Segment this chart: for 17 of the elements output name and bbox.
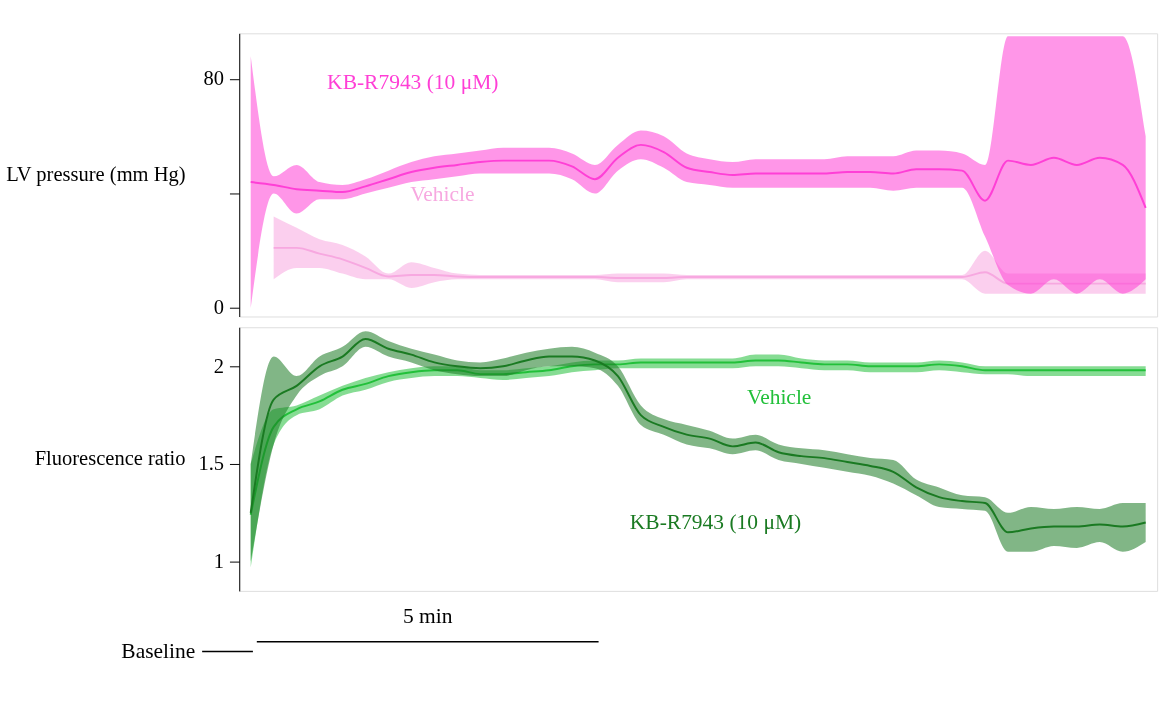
text: 5 min xyxy=(402,604,453,629)
y-tick-label: 1.5 xyxy=(198,452,225,475)
text: KB-R7943 (10 μM) xyxy=(327,69,499,94)
series-label: Vehicle xyxy=(747,385,812,410)
y-tick-label: 1 xyxy=(213,549,225,572)
line-series xyxy=(249,143,1147,209)
text: KB-R7943 (10 μM) xyxy=(629,510,802,535)
text: Baseline xyxy=(121,639,196,664)
y-axis-title: LV pressure (mm Hg) xyxy=(6,162,186,186)
y-axis-title: Fluorescence ratio xyxy=(34,446,186,469)
text: Vehicle xyxy=(410,182,475,207)
line-series xyxy=(272,246,1147,285)
line-series xyxy=(249,359,1147,516)
line-series xyxy=(249,338,1147,534)
y-tick-label: 0 xyxy=(213,296,225,319)
y-tick-label: 80 xyxy=(203,67,225,90)
y-tick-label: 2 xyxy=(213,354,225,377)
